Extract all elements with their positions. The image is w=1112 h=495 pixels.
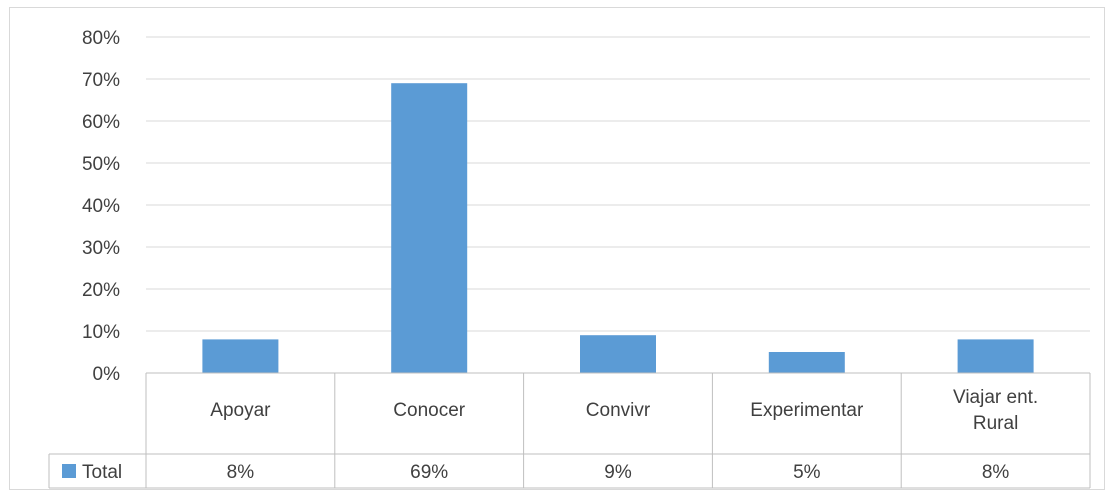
data-table-value: 8%: [982, 462, 1010, 483]
bar-conocer: [391, 83, 468, 373]
y-tick-label: 20%: [82, 280, 120, 301]
y-tick-label: 70%: [82, 70, 120, 91]
y-tick-label: 80%: [82, 28, 120, 49]
gridlines: [146, 36, 1090, 332]
category-label: Apoyar: [210, 400, 271, 421]
bar-experimentar: [768, 352, 845, 373]
data-table: Apoyar Conocer Convivr Experimentar Viajar e…: [48, 372, 1091, 489]
bar-viajar-ent-rural: [957, 339, 1034, 373]
bars: [202, 83, 1034, 373]
bar-apoyar: [202, 339, 279, 373]
y-axis-ticks: 0% 10% 20% 30% 40% 50% 60% 70% 80%: [82, 28, 120, 385]
legend-swatch: [62, 464, 76, 478]
y-tick-label: 40%: [82, 196, 120, 217]
y-tick-label: 60%: [82, 112, 120, 133]
data-table-value: 69%: [410, 462, 448, 483]
legend-label: Total: [82, 462, 122, 483]
y-tick-label: 10%: [82, 322, 120, 343]
category-label: Conocer: [393, 400, 465, 421]
category-label: Convivr: [586, 400, 651, 421]
category-label: Rural: [973, 413, 1018, 434]
y-tick-label: 30%: [82, 238, 120, 259]
category-label: Viajar ent.: [953, 387, 1038, 408]
chart-frame: [9, 7, 1105, 490]
y-tick-label: 50%: [82, 154, 120, 175]
y-tick-label: 0%: [93, 364, 121, 385]
category-label: Experimentar: [750, 400, 864, 421]
data-table-value: 9%: [604, 462, 632, 483]
bar-convivr: [580, 335, 656, 373]
data-table-value: 8%: [227, 462, 255, 483]
data-table-value: 5%: [793, 462, 821, 483]
